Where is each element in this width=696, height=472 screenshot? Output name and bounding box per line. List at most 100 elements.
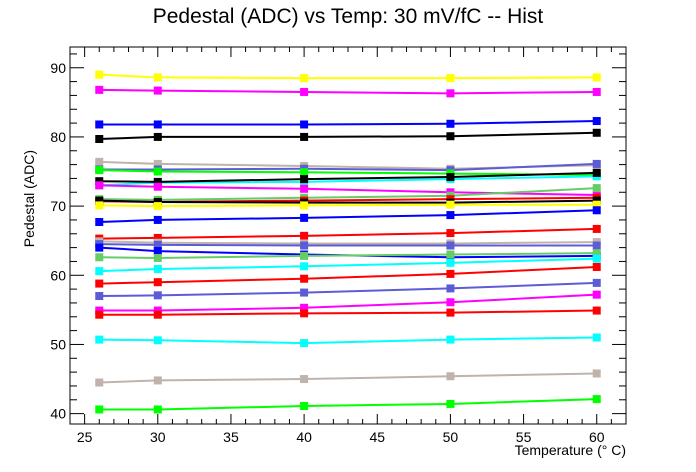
data-point (153, 167, 162, 176)
data-point (446, 399, 455, 408)
data-point (95, 267, 104, 276)
data-point (446, 211, 455, 220)
data-point (95, 378, 104, 387)
data-point (592, 333, 601, 342)
y-tick-label: 60 (50, 267, 66, 283)
data-point (446, 298, 455, 307)
data-point (153, 291, 162, 300)
data-point (95, 335, 104, 344)
x-tick-label: 55 (516, 429, 532, 445)
data-point (153, 265, 162, 274)
series-25 (95, 333, 601, 348)
data-point (95, 405, 104, 414)
data-point (153, 376, 162, 385)
data-point (446, 200, 455, 209)
data-point (95, 177, 104, 186)
x-tick-label: 50 (443, 429, 459, 445)
x-tick-label: 60 (589, 429, 605, 445)
series-22 (95, 278, 601, 301)
data-point (300, 132, 309, 141)
data-point (592, 369, 601, 378)
data-point (153, 405, 162, 414)
y-tick-label: 90 (50, 60, 66, 76)
series-1 (95, 85, 601, 98)
data-point (300, 175, 309, 184)
series-layer (95, 70, 601, 414)
data-point (592, 254, 601, 263)
data-point (95, 306, 104, 315)
data-point (153, 278, 162, 287)
data-point (300, 87, 309, 96)
data-point (446, 173, 455, 182)
series-27 (95, 395, 601, 414)
data-point (300, 339, 309, 348)
data-point (446, 335, 455, 344)
data-point (300, 74, 309, 83)
data-point (592, 159, 601, 168)
data-point (153, 233, 162, 242)
series-21 (95, 262, 601, 288)
data-point (153, 159, 162, 168)
series-14 (95, 206, 601, 227)
data-point (153, 202, 162, 211)
y-tick-label: 40 (50, 406, 66, 422)
data-point (446, 250, 455, 259)
x-tick-label: 25 (77, 429, 93, 445)
data-point (95, 157, 104, 166)
series-26 (95, 369, 601, 387)
data-point (95, 253, 104, 262)
data-point (592, 224, 601, 233)
data-point (592, 184, 601, 193)
y-axis-label: Pedestal (ADC) (21, 150, 37, 247)
data-point (153, 310, 162, 319)
data-point (300, 251, 309, 260)
y-tick-label: 80 (50, 129, 66, 145)
data-point (592, 117, 601, 126)
axis-ticks: 25 30 35 40 45 50 55 60 40 50 60 70 80 90 (50, 47, 627, 445)
series-2 (95, 117, 601, 129)
data-point (300, 288, 309, 297)
series-0 (95, 70, 601, 83)
data-point (153, 240, 162, 249)
data-point (446, 132, 455, 141)
data-point (446, 74, 455, 83)
x-tick-label: 30 (150, 429, 166, 445)
chart-title: Pedestal (ADC) vs Temp: 30 mV/fC -- Hist (153, 5, 544, 28)
data-point (300, 402, 309, 411)
data-point (446, 269, 455, 278)
data-point (95, 201, 104, 210)
data-point (95, 166, 104, 175)
data-point (300, 262, 309, 271)
data-point (446, 89, 455, 98)
data-point (153, 197, 162, 206)
data-point (446, 241, 455, 250)
data-point (153, 182, 162, 191)
data-point (95, 120, 104, 129)
data-point (95, 243, 104, 252)
data-point (153, 132, 162, 141)
data-point (592, 128, 601, 137)
data-point (446, 372, 455, 381)
data-point (300, 231, 309, 240)
data-point (95, 70, 104, 79)
series-8 (95, 168, 601, 186)
data-point (592, 87, 601, 96)
data-point (300, 303, 309, 312)
data-point (300, 168, 309, 177)
data-point (153, 336, 162, 345)
data-point (446, 119, 455, 128)
x-tick-label: 40 (296, 429, 312, 445)
data-point (95, 85, 104, 94)
x-tick-label: 35 (223, 429, 239, 445)
data-point (446, 258, 455, 267)
data-point (95, 218, 104, 227)
data-point (300, 120, 309, 129)
data-point (300, 241, 309, 250)
series-24 (95, 306, 601, 319)
data-point (153, 86, 162, 95)
data-point (592, 200, 601, 209)
data-point (300, 213, 309, 222)
data-point (95, 292, 104, 301)
series-3 (95, 128, 601, 144)
